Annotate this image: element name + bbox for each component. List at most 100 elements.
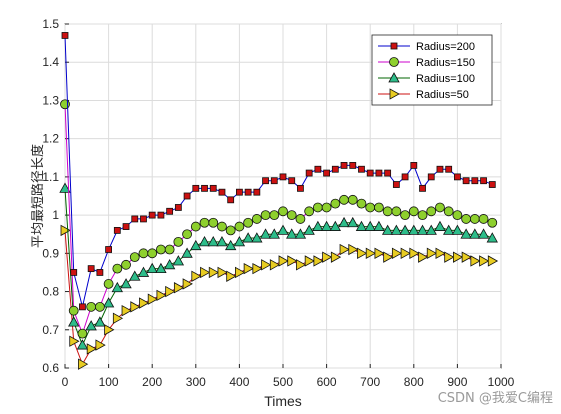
square-marker bbox=[471, 177, 479, 185]
y-tick-label: 1.5 bbox=[42, 17, 59, 31]
square-marker bbox=[323, 169, 331, 177]
square-marker bbox=[375, 169, 383, 177]
circle-marker bbox=[138, 248, 149, 259]
circle-marker bbox=[68, 305, 79, 316]
circle-marker bbox=[269, 210, 280, 221]
circle-marker bbox=[286, 210, 297, 221]
square-marker bbox=[87, 265, 95, 273]
circle-marker bbox=[121, 259, 131, 270]
y-tick-label: 1.2 bbox=[42, 132, 59, 146]
triangle-right-marker bbox=[182, 278, 193, 290]
square-marker bbox=[297, 184, 304, 192]
triangle-right-marker bbox=[409, 247, 420, 260]
x-tick-label: 200 bbox=[142, 375, 162, 389]
triangle-up-marker bbox=[329, 220, 341, 231]
legend-label: Radius=150 bbox=[416, 57, 475, 69]
triangle-up-marker bbox=[76, 339, 89, 350]
triangle-up-marker bbox=[102, 297, 115, 308]
circle-marker bbox=[190, 221, 201, 232]
triangle-right-marker bbox=[435, 247, 446, 260]
triangle-right-marker bbox=[330, 251, 342, 263]
triangle-up-marker bbox=[172, 255, 185, 266]
triangle-right-marker bbox=[112, 312, 124, 324]
triangle-right-marker bbox=[426, 247, 438, 260]
square-marker bbox=[384, 169, 392, 177]
triangle-up-marker bbox=[347, 216, 359, 228]
triangle-up-marker bbox=[225, 239, 237, 251]
square-marker bbox=[401, 173, 409, 181]
square-marker bbox=[270, 177, 278, 185]
triangle-up-marker bbox=[198, 236, 211, 247]
circle-marker bbox=[487, 217, 498, 228]
circle-marker bbox=[60, 99, 70, 110]
triangle-right-marker bbox=[69, 335, 80, 347]
triangle-up-marker bbox=[68, 316, 80, 327]
triangle-right-marker bbox=[147, 293, 159, 305]
triangle-up-marker bbox=[242, 232, 254, 243]
triangle-right-marker bbox=[252, 262, 263, 275]
square-marker bbox=[314, 165, 322, 173]
circle-marker bbox=[217, 221, 227, 232]
triangle-right-marker bbox=[95, 339, 106, 351]
square-marker bbox=[218, 188, 226, 196]
circle-marker bbox=[112, 263, 123, 274]
circle-marker bbox=[330, 198, 341, 209]
circle-marker bbox=[260, 210, 271, 221]
triangle-up-marker bbox=[190, 239, 202, 251]
square-marker bbox=[166, 207, 174, 215]
circle-marker bbox=[129, 252, 140, 263]
triangle-up-marker bbox=[381, 224, 394, 235]
triangle-right-marker bbox=[165, 285, 176, 298]
triangle-up-marker bbox=[277, 224, 289, 235]
triangle-right-marker bbox=[156, 289, 167, 302]
triangle-right-marker bbox=[348, 243, 359, 256]
circle-marker bbox=[374, 202, 384, 213]
triangle-up-marker bbox=[364, 220, 376, 231]
square-marker bbox=[349, 162, 357, 169]
y-tick-label: 1.1 bbox=[42, 170, 59, 184]
square-marker bbox=[410, 162, 418, 169]
circle-marker bbox=[461, 214, 472, 224]
circle-marker bbox=[443, 206, 454, 217]
triangle-up-marker bbox=[233, 236, 246, 247]
triangle-up-marker bbox=[486, 232, 498, 243]
square-marker bbox=[279, 173, 287, 181]
triangle-up-marker bbox=[434, 220, 446, 231]
triangle-up-marker bbox=[460, 228, 472, 239]
triangle-up-marker bbox=[373, 220, 385, 231]
triangle-up-marker bbox=[146, 262, 158, 274]
square-marker bbox=[480, 177, 487, 185]
triangle-right-marker bbox=[217, 266, 228, 279]
square-marker bbox=[201, 184, 208, 192]
circle-marker bbox=[417, 210, 428, 221]
square-marker bbox=[70, 269, 78, 276]
triangle-up-marker bbox=[443, 224, 455, 235]
triangle-right-marker bbox=[391, 247, 403, 260]
circle-marker bbox=[469, 214, 480, 224]
square-marker bbox=[445, 165, 453, 173]
circle-marker bbox=[234, 221, 245, 232]
legend-item: Radius=50 bbox=[378, 88, 469, 101]
circle-marker bbox=[94, 301, 105, 312]
triangle-right-marker bbox=[389, 88, 400, 100]
circle-marker bbox=[156, 244, 166, 255]
circle-marker bbox=[408, 206, 419, 217]
square-marker bbox=[244, 188, 252, 196]
triangle-right-marker bbox=[313, 255, 324, 267]
triangle-up-marker bbox=[251, 232, 263, 243]
circle-marker bbox=[199, 217, 210, 228]
circle-marker bbox=[225, 225, 236, 236]
circle-marker bbox=[147, 248, 158, 259]
circle-marker bbox=[435, 202, 445, 213]
circle-marker bbox=[339, 194, 349, 205]
square-marker bbox=[305, 169, 313, 177]
square-marker bbox=[366, 169, 374, 177]
triangle-up-marker bbox=[216, 236, 228, 247]
triangle-right-marker bbox=[470, 255, 481, 267]
triangle-right-marker bbox=[487, 255, 499, 267]
triangle-right-marker bbox=[452, 251, 464, 263]
triangle-right-marker bbox=[130, 301, 141, 313]
triangle-up-marker bbox=[163, 258, 176, 270]
circle-marker bbox=[382, 206, 393, 217]
